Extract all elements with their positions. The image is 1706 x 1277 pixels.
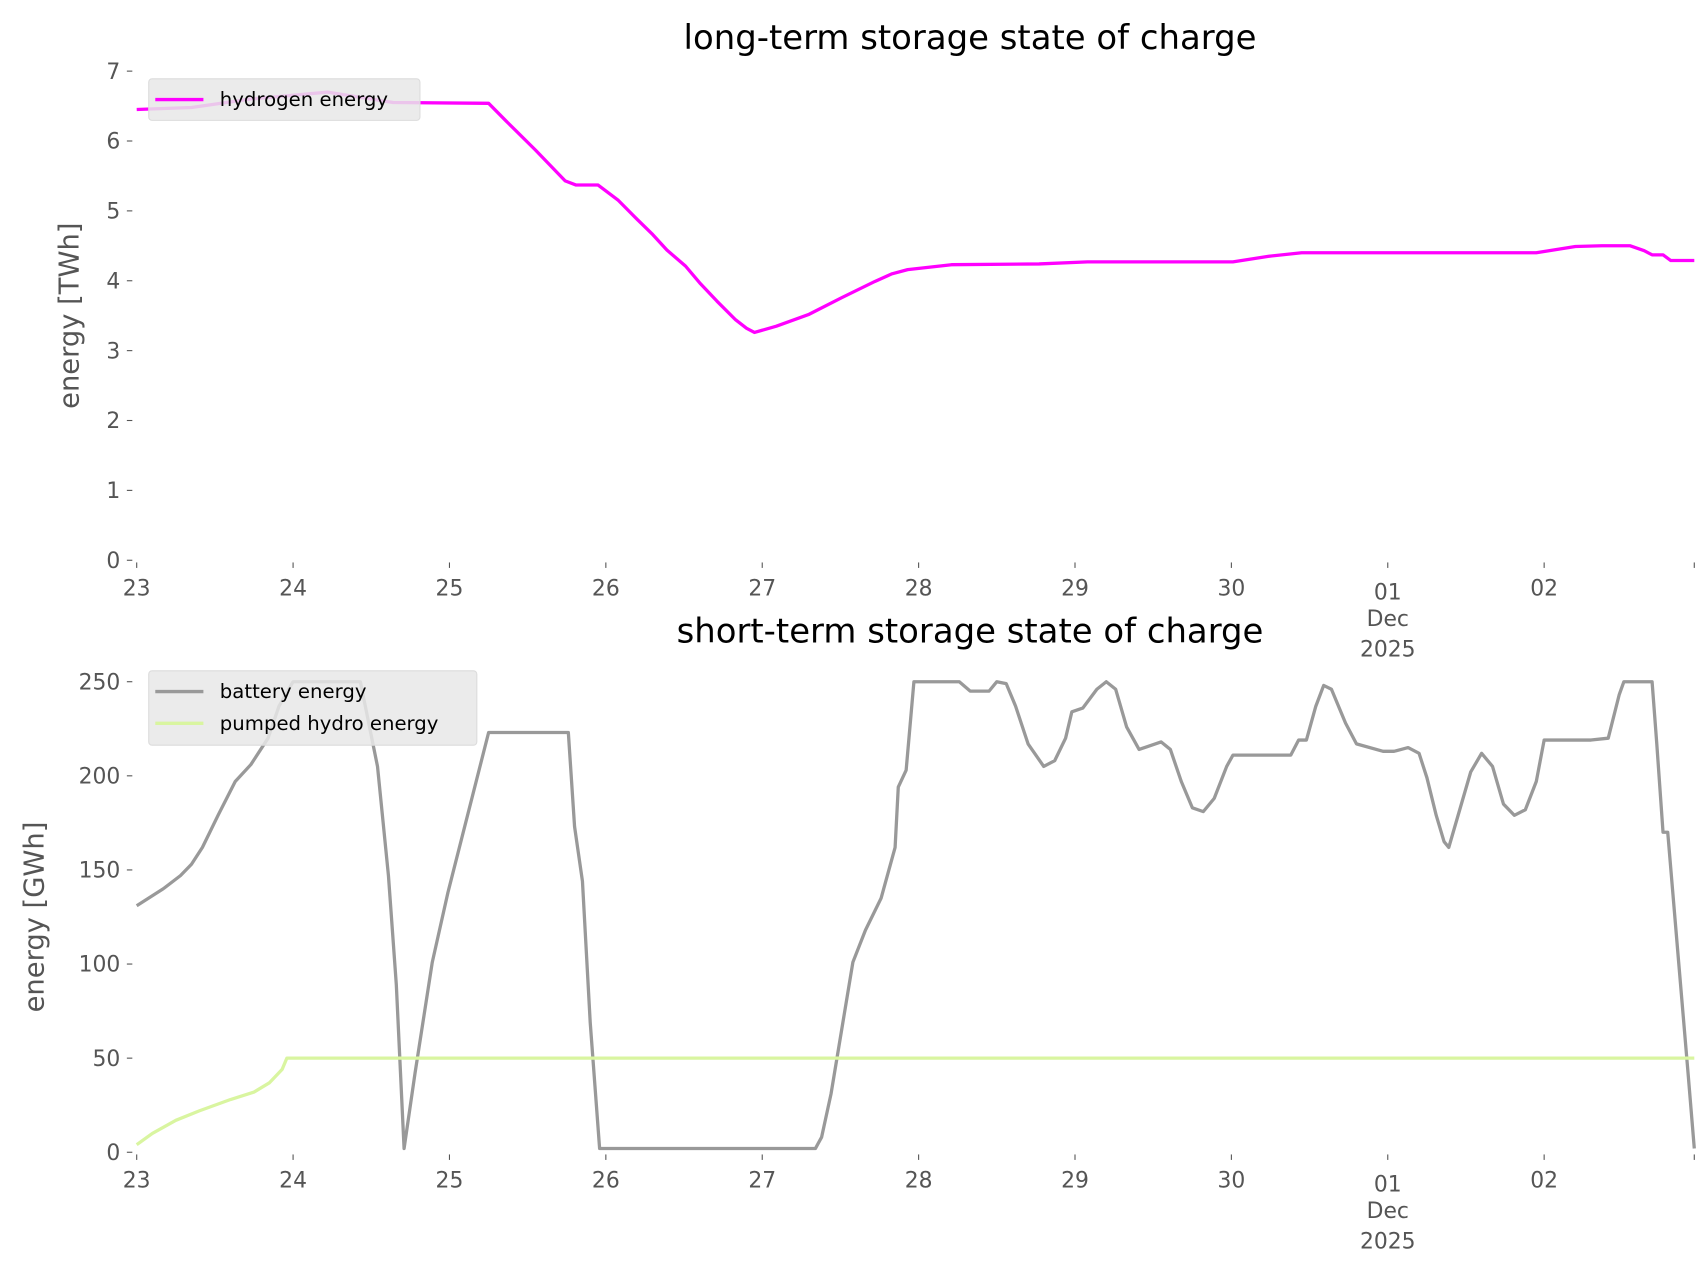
x-tick-label: 02 [1530,1168,1558,1193]
chart-panel-2: short-term storage state of charge energy… [20,611,1696,1255]
y-tick-label: 0 [106,549,120,574]
legend-label: pumped hydro energy [220,712,439,735]
x-tick-label: 30 [1217,1168,1245,1193]
x-tick-label: 2025 [1360,638,1416,663]
y-tick-label: 6 [106,130,120,155]
legend-box [148,670,478,746]
legend-label: hydrogen energy [220,88,389,111]
y-tick-label: 7 [106,60,120,85]
x-tick-label: 02 [1530,576,1558,601]
legend-label: battery energy [220,680,367,703]
x-tick-label: 30 [1217,576,1245,601]
y-tick-label: 5 [106,200,120,225]
legend: battery energy pumped hydro energy [148,670,478,746]
chart-title: short-term storage state of charge [677,611,1264,650]
y-tick-label: 100 [79,953,121,978]
y-tick-label: 250 [79,670,121,695]
x-tick-label: 2025 [1360,1230,1416,1255]
chart-panel-1: long-term storage state of charge energy … [55,18,1695,663]
y-tick-label: 2 [106,409,120,434]
x-tick-label: 24 [279,576,307,601]
x-tick-label: Dec [1367,1199,1409,1224]
chart-title: long-term storage state of charge [684,18,1257,57]
x-tick-label: 28 [905,1168,933,1193]
x-tick-label: 23 [123,1168,151,1193]
x-tick-label: Dec [1367,607,1409,632]
y-tick-label: 1 [106,479,120,504]
x-tick-label: 28 [905,576,933,601]
y-tick-label: 50 [92,1047,120,1072]
y-tick-label: 4 [106,269,120,294]
y-tick-label: 3 [106,339,120,364]
x-tick-label: 01 [1374,1173,1402,1198]
x-tick-label: 01 [1374,581,1402,606]
series-line-hydrogen-energy [136,90,1695,335]
series-line-battery-energy [135,680,1696,1151]
x-tick-label: 29 [1061,1168,1089,1193]
x-tick-label: 25 [436,576,464,601]
y-tick-label: 200 [79,764,121,789]
x-tick-label: 27 [748,576,776,601]
legend: hydrogen energy [148,78,421,121]
y-tick-label: 150 [79,859,121,884]
y-tick-label: 0 [106,1141,120,1166]
x-tick-label: 26 [592,1168,620,1193]
x-tick-label: 27 [748,1168,776,1193]
y-axis-label: energy [TWh] [55,223,86,409]
x-tick-label: 26 [592,576,620,601]
x-tick-label: 25 [436,1168,464,1193]
x-tick-label: 29 [1061,576,1089,601]
x-tick-label: 23 [123,576,151,601]
legend-box [148,78,421,121]
series-line-pumped-hydro-energy [135,1056,1695,1147]
x-tick-label: 24 [279,1168,307,1193]
y-axis-label: energy [GWh] [20,822,51,1013]
